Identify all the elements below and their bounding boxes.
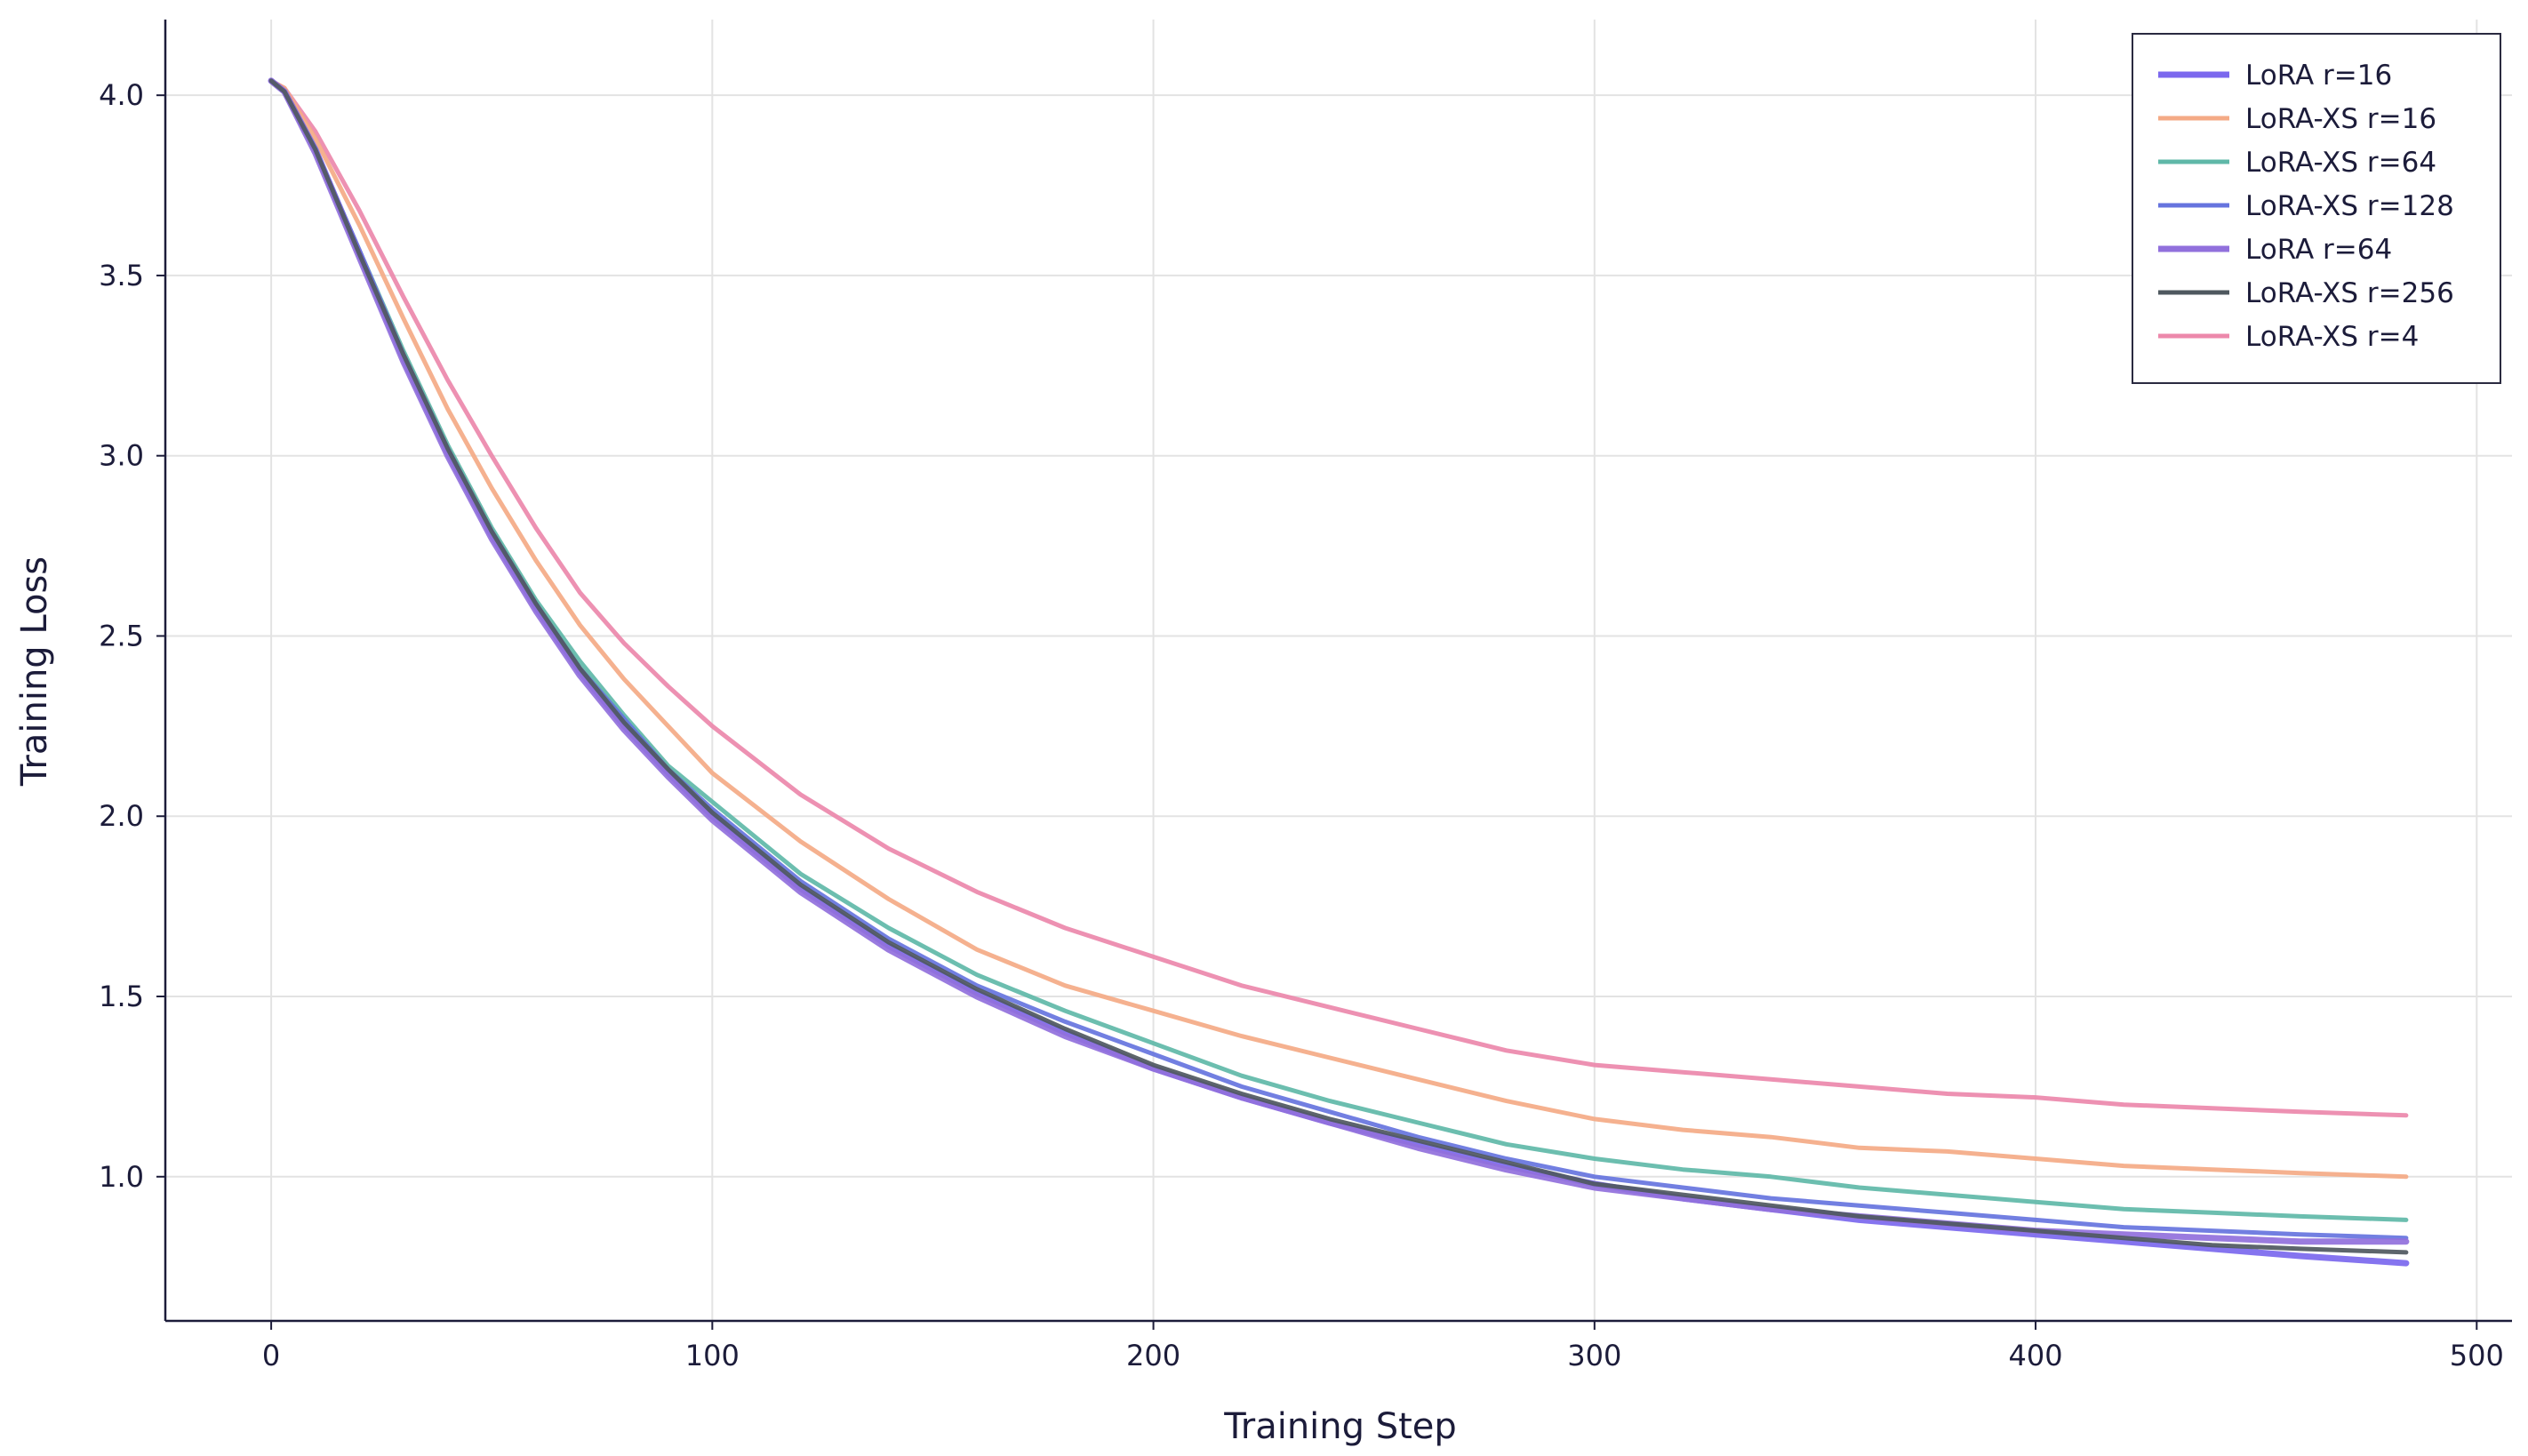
y-tick-label: 2.0 — [99, 799, 144, 833]
legend-label: LoRA r=64 — [2245, 234, 2392, 266]
x-axis-title: Training Step — [1223, 1406, 1457, 1447]
y-tick-label: 1.0 — [99, 1160, 144, 1194]
y-tick-label: 1.5 — [99, 980, 144, 1013]
series-lines — [268, 77, 2410, 1267]
axes — [164, 20, 2512, 1323]
y-tick-label: 3.5 — [99, 259, 144, 292]
ticks: 0 100 200 300 400 500 1.0 1.5 2.0 2.5 3.0 3.5 4.0 — [99, 78, 2504, 1372]
x-tick-label: 100 — [685, 1339, 740, 1372]
y-tick-label: 4.0 — [99, 78, 144, 112]
legend: LoRA r=16 LoRA-XS r=16 LoRA-XS r=64 LoRA-XS… — [2132, 33, 2501, 384]
legend-label: LoRA-XS r=16 — [2245, 103, 2436, 135]
y-axis-title: Training Loss — [14, 556, 55, 787]
series-line-lora-xs-r-256 — [268, 78, 2409, 1255]
series-line-lora-r-64 — [268, 77, 2410, 1245]
legend-label: LoRA r=16 — [2245, 60, 2392, 92]
legend-box — [2132, 33, 2501, 384]
series-line-lora-xs-r-4 — [268, 78, 2409, 1118]
x-tick-label: 400 — [2009, 1339, 2063, 1372]
x-tick-label: 0 — [262, 1339, 280, 1372]
y-tick-label: 2.5 — [99, 619, 144, 652]
series-line-lora-xs-r-16 — [268, 78, 2409, 1180]
x-tick-label: 500 — [2450, 1339, 2504, 1372]
series-line-lora-xs-r-128 — [268, 78, 2409, 1241]
x-tick-label: 300 — [1567, 1339, 1621, 1372]
y-tick-label: 3.0 — [99, 439, 144, 473]
legend-label: LoRA-XS r=128 — [2245, 190, 2454, 222]
legend-label: LoRA-XS r=4 — [2245, 321, 2419, 353]
x-tick-label: 200 — [1126, 1339, 1180, 1372]
legend-label: LoRA-XS r=64 — [2245, 147, 2436, 179]
series-line-lora-xs-r-64 — [268, 78, 2409, 1222]
legend-label: LoRA-XS r=256 — [2245, 277, 2454, 309]
